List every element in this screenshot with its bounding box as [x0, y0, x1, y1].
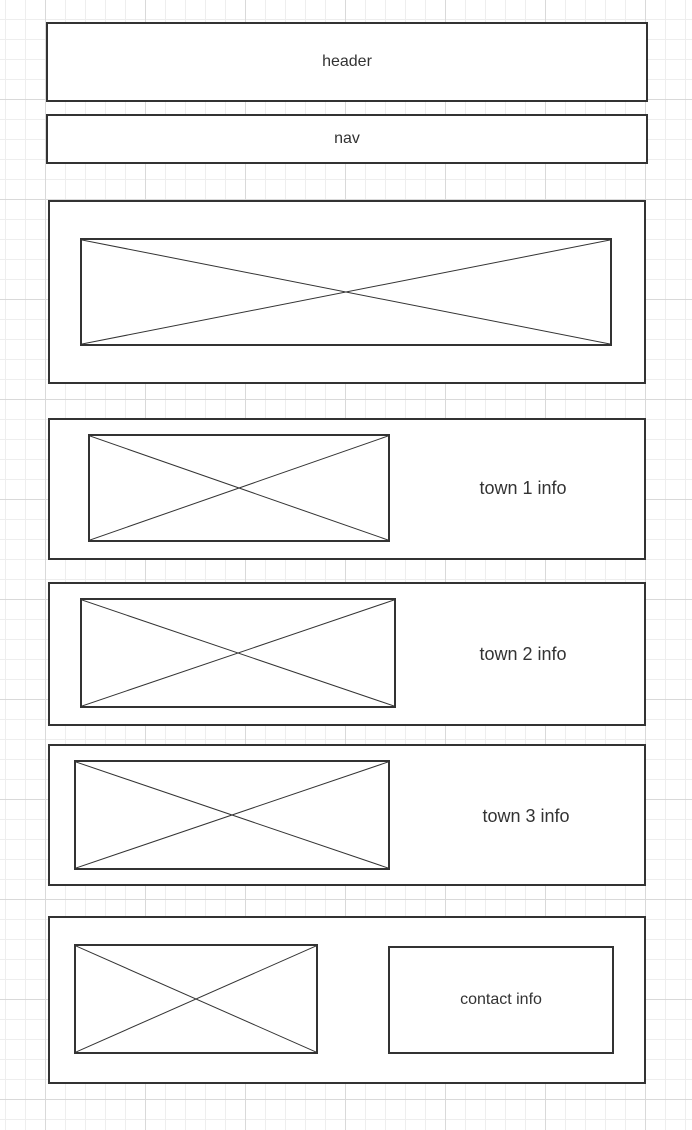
- contact-info-label: contact info: [460, 991, 542, 1008]
- town-3-image-placeholder: [74, 760, 390, 870]
- nav-label: nav: [334, 130, 360, 147]
- image-placeholder-icon: [82, 240, 610, 344]
- town-1-image-placeholder: [88, 434, 390, 542]
- hero-image-placeholder: [80, 238, 612, 346]
- town-1-info-label: town 1 info: [479, 477, 567, 498]
- image-placeholder-icon: [82, 600, 394, 706]
- image-placeholder-icon: [76, 762, 388, 868]
- header-label: header: [322, 53, 372, 70]
- image-placeholder-icon: [90, 436, 388, 540]
- footer-image-placeholder: [74, 944, 318, 1054]
- nav-box: nav: [46, 114, 648, 164]
- image-placeholder-icon: [76, 946, 316, 1052]
- town-2-info-label: town 2 info: [479, 643, 567, 664]
- header-box: header: [46, 22, 648, 102]
- town-3-info-label: town 3 info: [482, 805, 570, 826]
- town-2-image-placeholder: [80, 598, 396, 708]
- contact-info-box: contact info: [388, 946, 614, 1054]
